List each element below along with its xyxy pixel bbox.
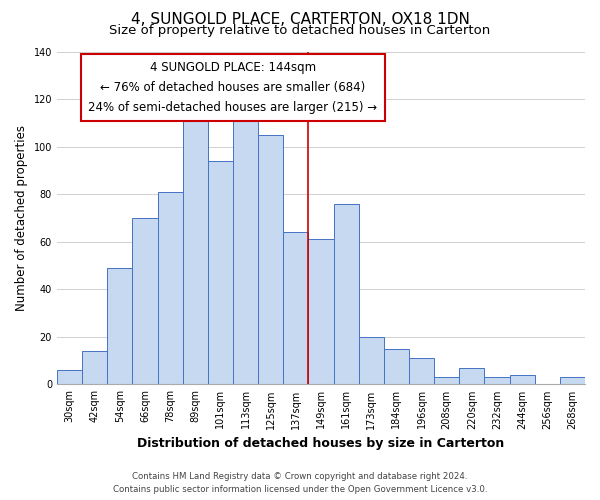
Bar	[158, 192, 182, 384]
Bar	[384, 349, 409, 384]
Text: Contains HM Land Registry data © Crown copyright and database right 2024.
Contai: Contains HM Land Registry data © Crown c…	[113, 472, 487, 494]
Bar	[233, 111, 258, 384]
Bar	[82, 351, 107, 384]
Bar	[283, 232, 308, 384]
Bar	[107, 268, 133, 384]
Text: Size of property relative to detached houses in Carterton: Size of property relative to detached ho…	[109, 24, 491, 37]
Bar	[409, 358, 434, 384]
Bar	[434, 378, 459, 384]
Bar	[208, 161, 233, 384]
Bar	[133, 218, 158, 384]
Text: 4 SUNGOLD PLACE: 144sqm
← 76% of detached houses are smaller (684)
24% of semi-d: 4 SUNGOLD PLACE: 144sqm ← 76% of detache…	[88, 61, 377, 114]
Bar	[308, 240, 334, 384]
Bar	[459, 368, 484, 384]
Bar	[359, 337, 384, 384]
Text: 4, SUNGOLD PLACE, CARTERTON, OX18 1DN: 4, SUNGOLD PLACE, CARTERTON, OX18 1DN	[131, 12, 469, 28]
X-axis label: Distribution of detached houses by size in Carterton: Distribution of detached houses by size …	[137, 437, 505, 450]
Y-axis label: Number of detached properties: Number of detached properties	[15, 125, 28, 311]
Bar	[57, 370, 82, 384]
Bar	[484, 378, 509, 384]
Bar	[258, 134, 283, 384]
Bar	[509, 375, 535, 384]
Bar	[560, 378, 585, 384]
Bar	[182, 116, 208, 384]
Bar	[334, 204, 359, 384]
